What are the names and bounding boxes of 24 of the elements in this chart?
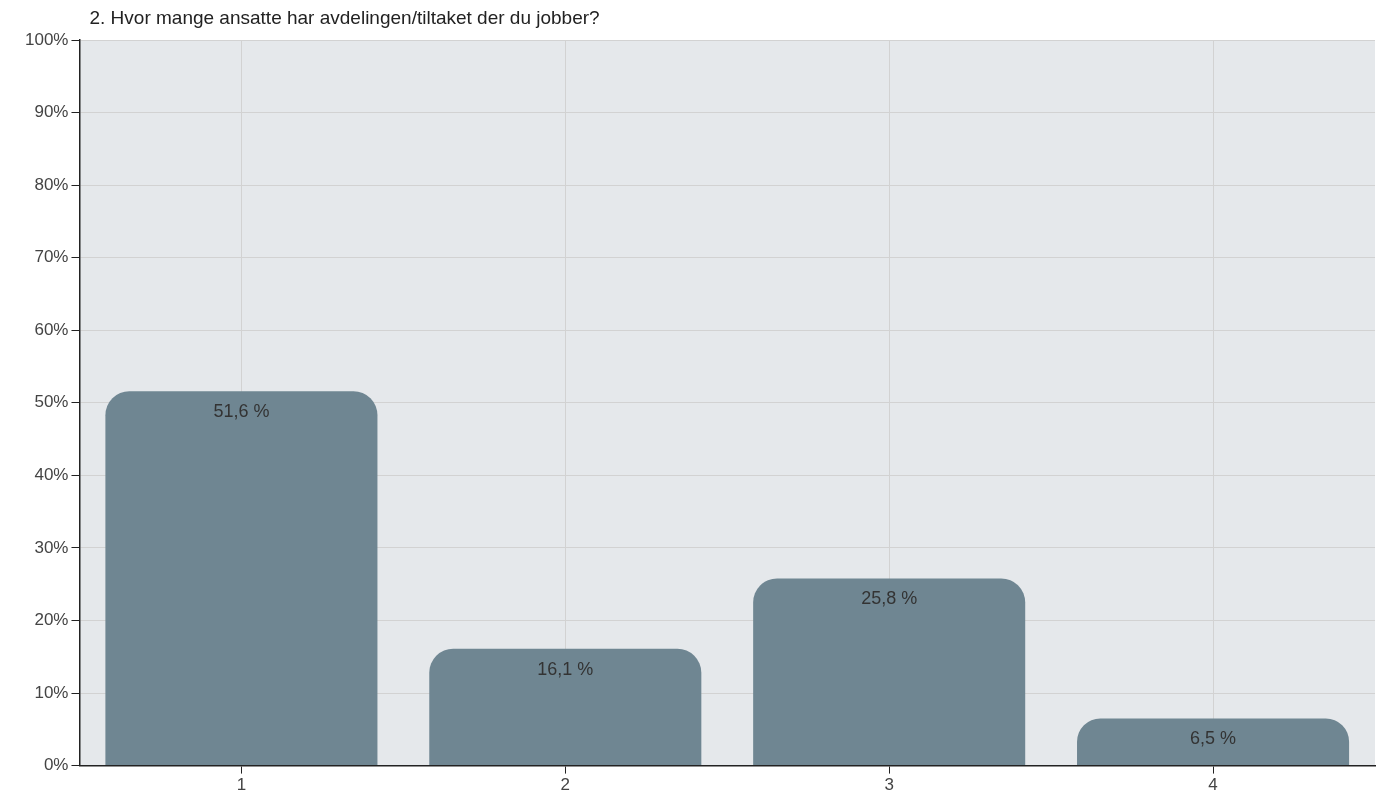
data-label: 16,1 % xyxy=(537,658,594,679)
bar xyxy=(1077,718,1350,766)
y-tick-label: 30% xyxy=(34,537,69,557)
bar xyxy=(105,391,378,766)
bar xyxy=(753,578,1026,766)
bar xyxy=(429,648,702,766)
x-tick-label: 4 xyxy=(1208,775,1218,795)
y-tick-label: 90% xyxy=(34,102,69,122)
y-tick-label: 80% xyxy=(34,174,69,194)
y-tick-label: 10% xyxy=(34,682,69,702)
y-tick-label: 50% xyxy=(34,392,69,412)
chart-title: 2. Hvor mange ansatte har avdelingen/tiltaket der du jobber? xyxy=(89,7,600,29)
x-tick-label: 2 xyxy=(560,775,571,795)
data-label: 6,5 % xyxy=(1190,728,1237,749)
y-tick-label: 20% xyxy=(34,610,69,630)
y-tick-label: 70% xyxy=(34,247,69,267)
y-tick-label: 100% xyxy=(25,29,69,49)
y-tick-label: 0% xyxy=(43,755,69,775)
y-tick-label: 60% xyxy=(34,319,69,339)
y-tick-label: 40% xyxy=(34,465,69,485)
data-label: 51,6 % xyxy=(213,401,270,422)
x-tick-label: 3 xyxy=(884,775,894,795)
x-tick-label: 1 xyxy=(236,775,247,795)
data-label: 25,8 % xyxy=(861,588,918,609)
